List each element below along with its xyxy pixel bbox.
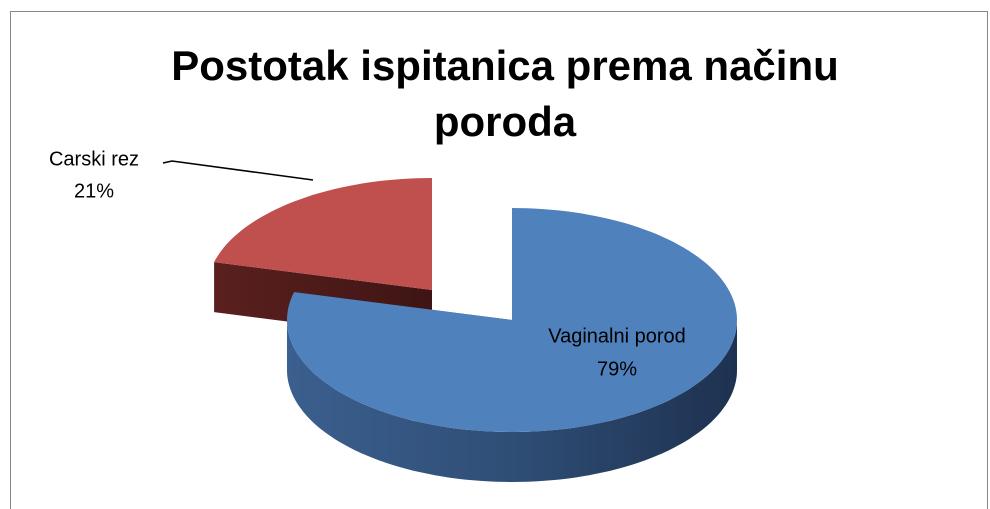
chart-title: Postotak ispitanica prema načinu poroda [171,42,839,145]
leader-line [162,160,314,181]
pie-slice [214,178,432,290]
chart-border [10,11,988,509]
pie-slice [287,208,737,432]
data-label-value: 79% [597,358,637,380]
data-label-name: Carski rez [49,148,139,170]
data-label-name: Vaginalni porod [548,325,686,347]
pie [214,178,737,482]
slice-side [287,320,737,482]
data-label-value: 21% [74,180,114,202]
